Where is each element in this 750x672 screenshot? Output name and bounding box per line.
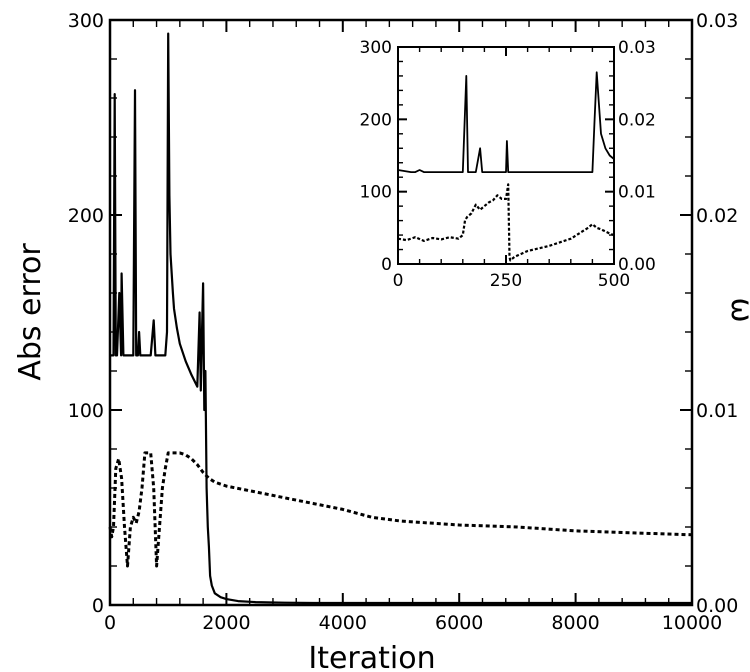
y2-tick-label: 0.01 — [696, 400, 738, 422]
y2-tick-label: 0.00 — [618, 255, 656, 275]
y-tick-label: 0 — [381, 255, 392, 275]
y2-tick-label: 0.03 — [618, 38, 656, 58]
x-tick-label: 8000 — [551, 612, 599, 634]
abs-error-series-line — [397, 71, 615, 174]
x-axis-title: Iteration — [308, 641, 435, 672]
omega-series-line — [108, 451, 693, 568]
y-tick-label: 0 — [92, 595, 104, 617]
y-tick-label: 200 — [360, 110, 392, 130]
abs-error-series-line — [110, 32, 692, 605]
main-chart: 0 2000 4000 6000 8000 1000001002003000.000.01… — [13, 10, 750, 672]
y-tick-label: 300 — [68, 10, 104, 32]
inset-background — [358, 39, 674, 296]
x-tick-label: 250 — [490, 271, 522, 291]
y-tick-label: 300 — [360, 38, 392, 58]
y2-tick-label: 0.02 — [618, 110, 656, 130]
y-tick-label: 100 — [68, 400, 104, 422]
y2-tick-label: 0.00 — [696, 595, 738, 617]
inset-chart: 0 250 500 0 100 200 300 0.00 0.01 0.02 0.03 — [358, 38, 674, 296]
x-tick-label: 500 — [598, 271, 630, 291]
main-series — [108, 32, 693, 605]
y2-tick-label: 0.03 — [696, 10, 738, 32]
inset-ticks — [397, 46, 615, 265]
inset-tick-labels: 0 250 500 0 100 200 300 0.00 0.01 0.02 0.03 — [360, 38, 656, 291]
inset-series — [397, 71, 615, 262]
x-tick-label: 0 — [104, 612, 116, 634]
y-axis-title: Abs error — [13, 243, 48, 381]
y2-tick-label: 0.02 — [696, 205, 738, 227]
x-tick-label: 2000 — [202, 612, 250, 634]
y2-tick-label: 0.01 — [618, 183, 656, 203]
x-tick-label: 0 — [393, 271, 404, 291]
main-plot-frame — [108, 18, 694, 607]
main-tick-labels: 0 2000 4000 6000 8000 1000001002003000.000.01… — [68, 10, 739, 634]
omega-series-line — [397, 183, 615, 262]
x-tick-label: 4000 — [319, 612, 367, 634]
y-tick-label: 100 — [360, 183, 392, 203]
x-tick-label: 6000 — [435, 612, 483, 634]
x-tick-label: 10000 — [662, 612, 722, 634]
right-axis-title: ω — [724, 297, 750, 322]
main-ticks — [109, 19, 693, 606]
y-tick-label: 200 — [68, 205, 104, 227]
